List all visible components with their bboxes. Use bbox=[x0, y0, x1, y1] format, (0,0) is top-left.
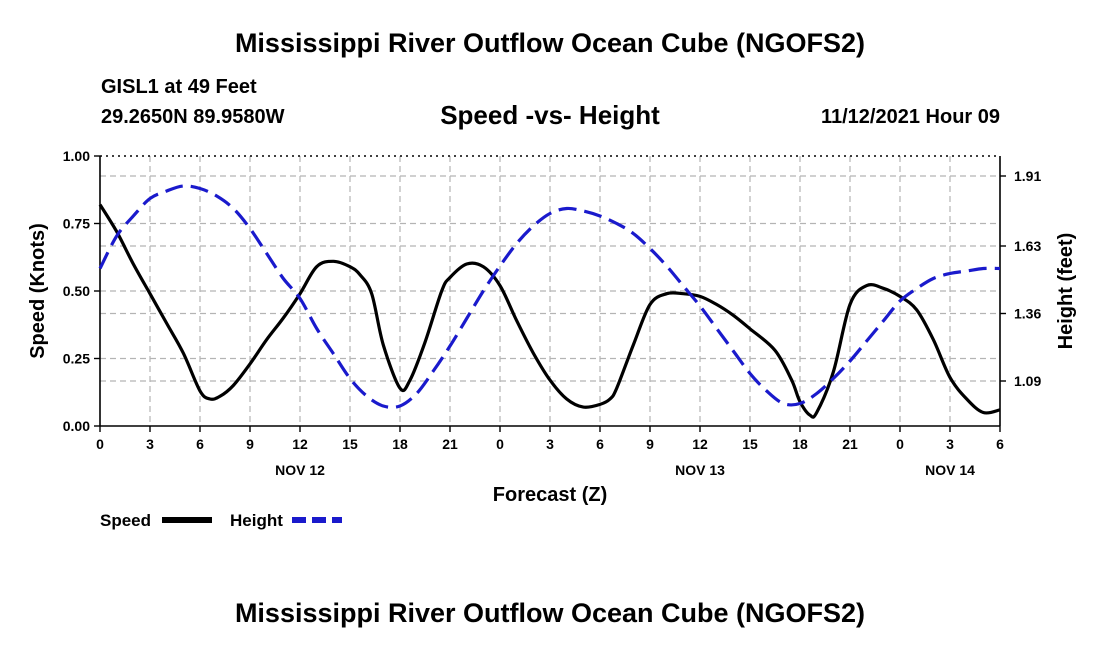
x-tick-label: 18 bbox=[792, 436, 808, 452]
x-tick-label: 3 bbox=[146, 436, 154, 452]
legend-label-height: Height bbox=[230, 511, 283, 530]
x-tick-label: 0 bbox=[496, 436, 504, 452]
x-tick-label: 12 bbox=[292, 436, 308, 452]
speed-series-line bbox=[98, 203, 1001, 419]
y-right-tick-label: 1.91 bbox=[1014, 168, 1041, 184]
x-tick-label: 3 bbox=[546, 436, 554, 452]
y-left-axis-title: Speed (Knots) bbox=[27, 223, 49, 359]
y-right-tick-label: 1.36 bbox=[1014, 306, 1041, 322]
x-tick-label: 6 bbox=[596, 436, 604, 452]
y-left-tick-label: 0.25 bbox=[63, 351, 90, 367]
y-left-tick-label: 0.00 bbox=[63, 418, 90, 434]
chart-subtitle: Speed -vs- Height bbox=[440, 100, 660, 130]
legend-label-speed: Speed bbox=[100, 511, 151, 530]
x-tick-label: 9 bbox=[246, 436, 254, 452]
x-tick-label: 21 bbox=[842, 436, 858, 452]
footer-title: Mississippi River Outflow Ocean Cube (NG… bbox=[234, 598, 866, 628]
x-tick-label: 9 bbox=[646, 436, 654, 452]
forecast-timestamp: 11/12/2021 Hour 09 bbox=[820, 106, 1000, 128]
y-right-axis-title: Height (feet) bbox=[1055, 233, 1077, 350]
date-label: NOV 13 bbox=[675, 462, 725, 478]
legend: Speed Height bbox=[100, 511, 342, 530]
grid-layer bbox=[100, 156, 1000, 426]
y-right-tick-label: 1.09 bbox=[1014, 373, 1041, 389]
y-left-tick-label: 0.75 bbox=[63, 216, 90, 232]
x-tick-label: 15 bbox=[342, 436, 358, 452]
x-tick-label: 0 bbox=[96, 436, 104, 452]
series-layer bbox=[98, 184, 1001, 419]
axes-layer bbox=[94, 155, 1006, 432]
x-tick-label: 6 bbox=[996, 436, 1004, 452]
labels-layer: 0 3 6 9 12 15 18 21 0 3 6 9 12 15 18 21 0 3 6 NOV 12 NOV 13 N… bbox=[27, 148, 1077, 506]
x-tick-label: 3 bbox=[946, 436, 954, 452]
x-tick-label: 21 bbox=[442, 436, 458, 452]
date-label: NOV 12 bbox=[275, 462, 325, 478]
x-tick-label: 0 bbox=[896, 436, 904, 452]
y-right-tick-label: 1.63 bbox=[1014, 238, 1041, 254]
x-axis-title: Forecast (Z) bbox=[493, 484, 607, 506]
y-left-tick-label: 1.00 bbox=[63, 148, 90, 164]
x-tick-label: 15 bbox=[742, 436, 758, 452]
x-tick-label: 18 bbox=[392, 436, 408, 452]
y-left-tick-label: 0.50 bbox=[63, 283, 90, 299]
station-label: GISL1 at 49 Feet bbox=[101, 76, 257, 98]
x-tick-label: 12 bbox=[692, 436, 708, 452]
height-series-line bbox=[98, 184, 1001, 410]
station-coordinates: 29.2650N 89.9580W bbox=[101, 106, 285, 128]
chart-title: Mississippi River Outflow Ocean Cube (NG… bbox=[234, 28, 866, 58]
x-tick-label: 6 bbox=[196, 436, 204, 452]
date-label: NOV 14 bbox=[925, 462, 975, 478]
